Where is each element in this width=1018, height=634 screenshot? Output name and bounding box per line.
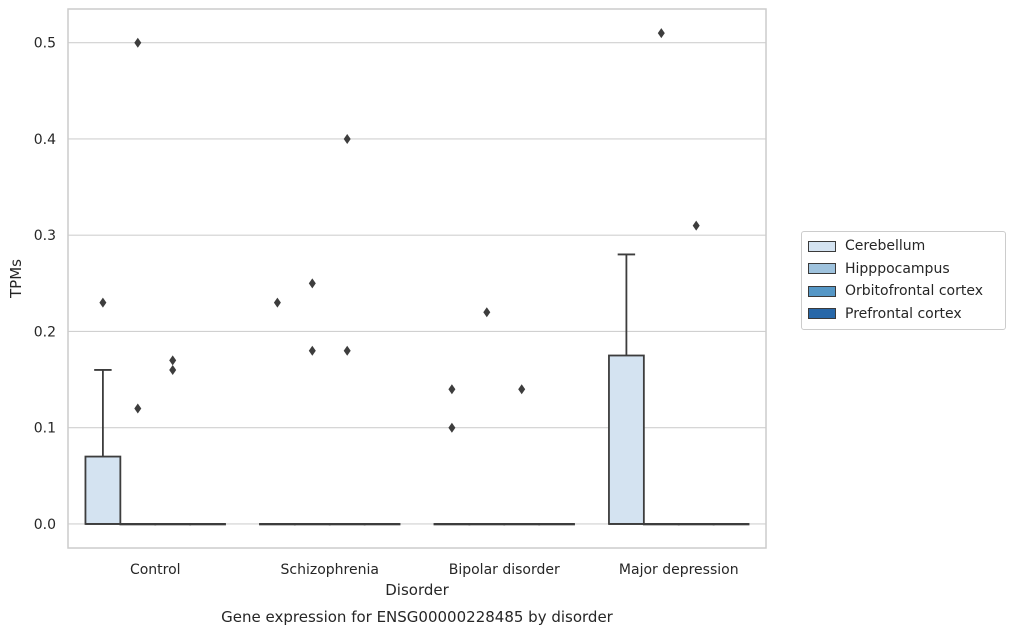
outlier-point <box>343 345 351 356</box>
chart-title: Gene expression for ENSG00000228485 by d… <box>221 608 614 626</box>
legend-label: Hipppocampus <box>845 260 950 277</box>
x-axis-label: Disorder <box>385 581 449 599</box>
outlier-point <box>483 307 491 318</box>
legend-swatch <box>808 240 836 252</box>
x-tick-label: Bipolar disorder <box>449 562 560 578</box>
legend-label: Cerebellum <box>845 238 926 255</box>
outlier-point <box>518 384 526 395</box>
y-axis-label: TPMs <box>7 259 25 299</box>
y-tick-label: 0.5 <box>34 36 56 52</box>
y-tick-label: 0.4 <box>34 132 56 148</box>
outlier-point <box>134 37 142 48</box>
outlier-point <box>657 28 665 39</box>
y-tick-label: 0.1 <box>34 421 56 437</box>
outlier-point <box>692 220 700 231</box>
legend-swatch <box>808 308 836 320</box>
legend-swatch <box>808 263 836 275</box>
grid-lines <box>68 42 766 525</box>
outlier-point <box>99 297 107 308</box>
y-tick-label: 0.3 <box>34 228 56 244</box>
legend-item: Cerebellum <box>802 235 1005 258</box>
outlier-point <box>169 364 177 375</box>
outlier-point <box>343 133 351 144</box>
legend: Cerebellum Hipppocampus Orbitofrontal cort… <box>801 231 1006 330</box>
x-tick-label: Control <box>130 562 181 578</box>
outlier-point <box>308 345 316 356</box>
outlier-point <box>448 384 456 395</box>
outlier-point <box>273 297 281 308</box>
outliers <box>99 28 700 433</box>
outlier-point <box>169 355 177 366</box>
outlier-point <box>134 403 142 414</box>
legend-swatch <box>808 285 836 297</box>
x-tick-labels: Control Schizophrenia Bipolar disorder Majo… <box>130 562 739 578</box>
legend-item: Hipppocampus <box>802 258 1005 281</box>
x-tick-label: Major depression <box>619 562 739 578</box>
box <box>84 455 122 525</box>
y-tick-label: 0.2 <box>34 324 56 340</box>
y-tick-label: 0.0 <box>34 517 56 533</box>
legend-label: Prefrontal cortex <box>845 305 962 322</box>
outlier-point <box>448 422 456 433</box>
legend-item: Orbitofrontal cortex <box>802 280 1005 303</box>
box <box>608 354 645 525</box>
boxes <box>84 253 750 526</box>
plot-frame <box>67 8 767 549</box>
x-tick-label: Schizophrenia <box>281 562 379 578</box>
legend-item: Prefrontal cortex <box>802 303 1005 326</box>
legend-label: Orbitofrontal cortex <box>845 283 983 300</box>
outlier-point <box>308 278 316 289</box>
y-tick-labels: 0.0 0.1 0.2 0.3 0.4 0.5 <box>34 36 56 533</box>
